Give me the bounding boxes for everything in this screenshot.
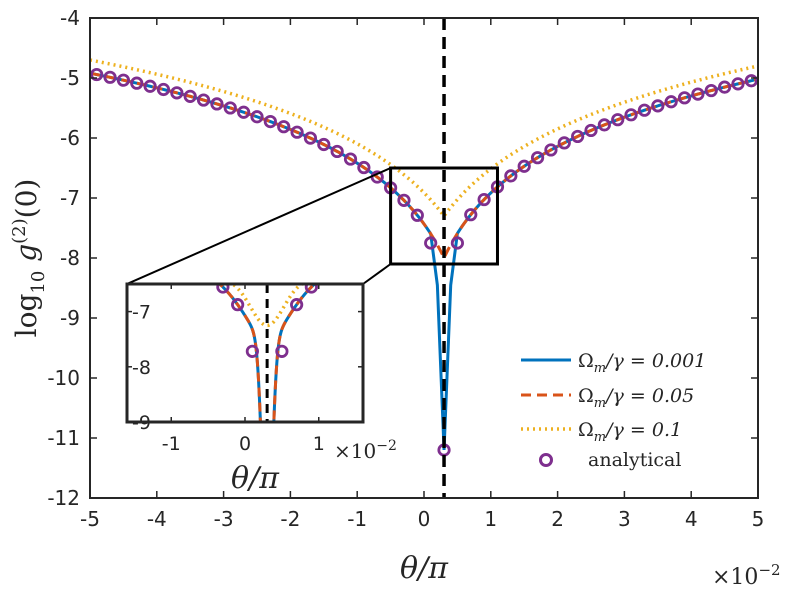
analytical-point	[237, 105, 251, 119]
inset-x-tick-label: 0	[239, 433, 251, 455]
legend: Ωm/γ = 0.001 Ωm/γ = 0.05 Ωm/γ = 0.1 anal…	[521, 350, 706, 471]
legend-entry-label: Ωm/γ = 0.1	[578, 419, 682, 445]
analytical-point	[277, 120, 291, 134]
analytical-point	[397, 193, 411, 207]
analytical-point	[90, 67, 104, 82]
x-tick-label: -4	[147, 507, 167, 531]
legend-entry-label: Ωm/γ = 0.001	[578, 350, 706, 376]
analytical-point	[691, 87, 705, 101]
x-tick-label: -5	[80, 507, 100, 531]
x-tick-label: 2	[551, 507, 564, 531]
legend-entry-label: analytical	[588, 449, 681, 471]
analytical-point	[530, 151, 545, 165]
analytical-point	[664, 95, 678, 109]
analytical-point	[504, 169, 518, 183]
analytical-point	[303, 131, 318, 145]
analytical-point	[130, 76, 144, 90]
analytical-point	[651, 99, 665, 113]
analytical-point	[156, 82, 171, 97]
analytical-point	[410, 208, 424, 222]
x-tick-label: 5	[752, 507, 765, 531]
analytical-point	[571, 129, 585, 144]
x-tick-label: 3	[618, 507, 631, 531]
inset-x-tick-label: 1	[313, 433, 325, 455]
legend-marker-swatch	[539, 453, 553, 467]
inset-analytical-point	[231, 298, 245, 312]
analytical-point	[704, 83, 718, 98]
zoom-box	[389, 166, 499, 266]
y-tick-label: -7	[60, 186, 80, 210]
legend-entry-label: Ωm/γ = 0.05	[578, 385, 694, 411]
y-tick-label: -10	[47, 366, 80, 390]
analytical-point	[517, 159, 531, 173]
analytical-point	[424, 236, 438, 250]
analytical-point	[343, 152, 358, 166]
y-tick-label: -6	[60, 126, 80, 150]
analytical-point	[183, 89, 197, 103]
x-tick-label: 1	[484, 507, 497, 531]
analytical-point	[597, 118, 611, 132]
y-tick-label: -9	[60, 306, 80, 330]
analytical-point	[584, 123, 598, 138]
y-tick-label: -11	[47, 426, 80, 450]
inset-analytical-point	[304, 284, 318, 294]
inset-analytical-point	[290, 298, 304, 312]
analytical-point	[544, 143, 558, 157]
inset-plot-area: -1 0 1 -9 -8 -7 θ/π ×10−2	[125, 282, 397, 496]
analytical-point	[290, 125, 304, 139]
analytical-point	[103, 70, 117, 84]
analytical-point	[731, 77, 745, 91]
analytical-point	[263, 114, 277, 129]
x-tick-label: -1	[347, 507, 367, 531]
analytical-point	[477, 192, 491, 207]
x-tick-label: 4	[685, 507, 698, 531]
inset-y-tick-label: -9	[132, 412, 151, 434]
analytical-point	[223, 101, 237, 115]
analytical-point	[677, 91, 692, 105]
inset-x-axis-label: θ/π	[231, 461, 280, 496]
analytical-point	[143, 79, 157, 93]
x-axis-multiplier: ×10−2	[712, 561, 781, 590]
zoom-connector-line	[126, 167, 392, 285]
x-axis-label: θ/π	[400, 551, 449, 586]
analytical-point	[637, 103, 652, 117]
analytical-point	[464, 208, 478, 222]
inset-analytical-point	[275, 344, 289, 358]
inset-series-line-omega-0.05	[217, 284, 317, 422]
analytical-point	[317, 137, 331, 152]
y-tick-label: -5	[60, 66, 80, 90]
x-tick-label: -3	[214, 507, 234, 531]
analytical-point	[210, 97, 224, 111]
analytical-point	[330, 144, 344, 159]
y-tick-label: -8	[60, 246, 80, 270]
analytical-point	[624, 108, 638, 122]
inset-y-tick-label: -8	[132, 357, 151, 379]
inset-analytical-point	[245, 344, 259, 358]
inset-analytical-point	[216, 284, 230, 294]
y-tick-label: -12	[47, 486, 80, 510]
analytical-point	[250, 110, 264, 124]
analytical-point	[717, 80, 732, 94]
analytical-point	[196, 93, 211, 107]
analytical-point	[170, 86, 184, 100]
analytical-point	[611, 113, 625, 127]
inset-x-axis-multiplier: ×10−2	[334, 438, 397, 463]
inset-y-tick-label: -7	[132, 302, 151, 324]
analytical-point	[357, 160, 371, 175]
x-tick-label: 0	[418, 507, 431, 531]
x-tick-label: -2	[280, 507, 300, 531]
analytical-point	[744, 74, 758, 88]
analytical-point	[450, 236, 464, 250]
y-tick-label: -4	[60, 6, 80, 30]
analytical-point	[116, 73, 131, 87]
inset-x-tick-label: -1	[162, 433, 181, 455]
analytical-point	[557, 136, 571, 150]
series-line-omega-0.1	[89, 58, 759, 219]
zoom-connector-line	[362, 263, 392, 285]
series-line-omega-0.05	[89, 71, 759, 262]
y-axis-label: log10 g(2)(0)	[9, 179, 49, 338]
